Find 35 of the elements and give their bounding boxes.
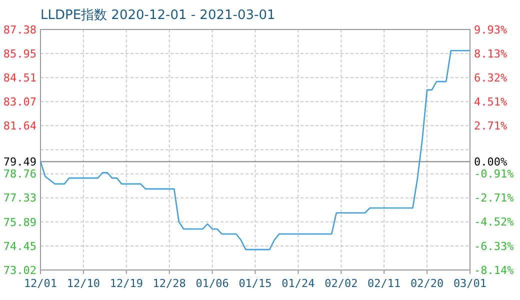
y2-tick-label: -6.33%	[474, 240, 514, 253]
x-tick-label: 12/01	[24, 277, 58, 290]
y2-tick-label: 0.00%	[474, 156, 508, 169]
y2-tick-label: -2.71%	[474, 192, 514, 205]
x-tick-label: 12/10	[66, 277, 100, 290]
y-tick-label: 84.51	[3, 71, 36, 84]
y-tick-label: 74.45	[3, 240, 36, 253]
y-tick-label: 78.76	[3, 168, 36, 181]
y-tick-label: 75.89	[3, 216, 36, 229]
y2-tick-label: 6.32%	[474, 71, 508, 84]
y-tick-label: 87.38	[3, 23, 36, 36]
y-tick-label: 73.02	[3, 264, 36, 277]
y2-tick-label: 4.51%	[474, 95, 508, 108]
x-tick-label: 02/20	[410, 277, 444, 290]
y-tick-label: 85.95	[3, 47, 36, 60]
x-tick-label: 02/11	[368, 277, 401, 290]
x-tick-label: 02/02	[324, 277, 358, 290]
x-tick-label: 03/01	[453, 277, 487, 290]
chart-title: LLDPE指数 2020-12-01 - 2021-03-01	[40, 8, 276, 23]
line-series	[40, 50, 471, 250]
y-tick-label: 81.64	[3, 119, 37, 132]
y-tick-label: 77.33	[3, 192, 36, 205]
x-tick-label: 12/28	[152, 277, 186, 290]
x-tick-label: 01/06	[196, 277, 229, 290]
y-tick-label: 83.07	[3, 96, 36, 109]
y2-tick-label: 9.93%	[474, 23, 508, 36]
y2-tick-label: 2.71%	[474, 119, 508, 132]
x-tick-label: 01/24	[282, 277, 316, 290]
x-tick-label: 12/19	[110, 277, 143, 290]
x-tick-label: 01/15	[238, 277, 272, 290]
ref-line-label: 79.49	[3, 155, 36, 168]
y2-tick-label: -4.52%	[474, 216, 514, 229]
y2-tick-label: -8.14%	[474, 264, 514, 277]
y2-tick-label: 8.13%	[474, 47, 508, 60]
y2-tick-label: -0.91%	[474, 168, 514, 181]
